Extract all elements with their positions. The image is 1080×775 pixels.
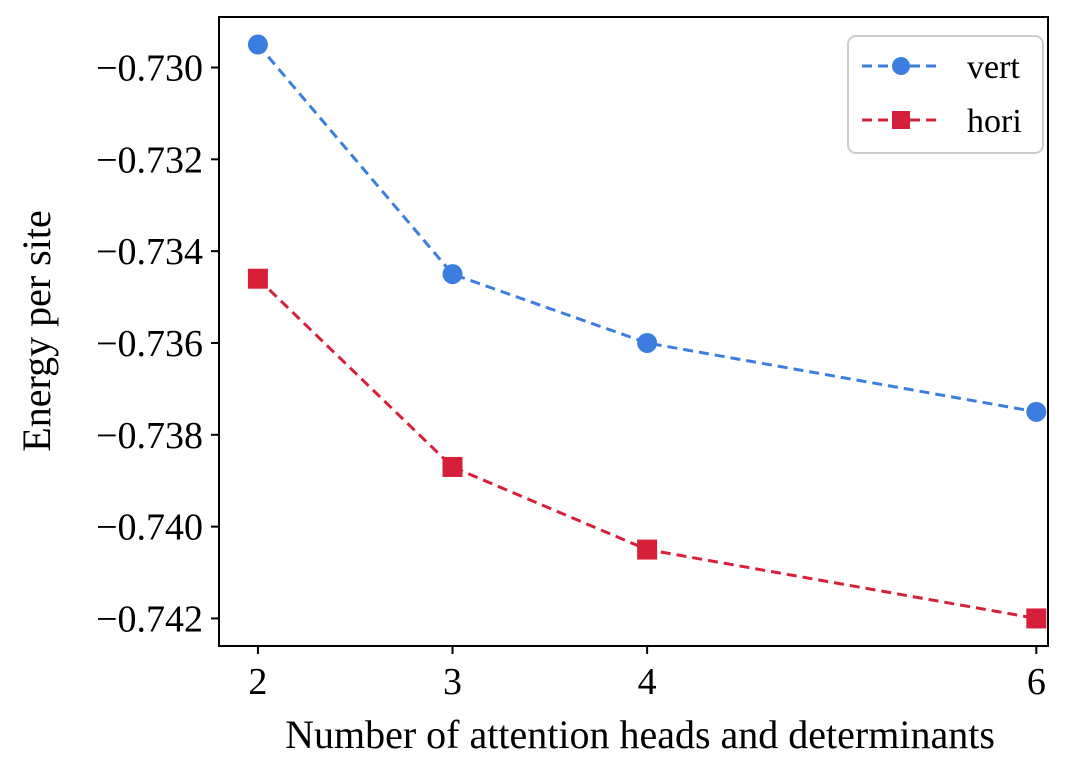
y-axis-label: Energy per site <box>14 210 59 451</box>
y-tick-label: −0.738 <box>96 415 203 457</box>
y-tick-label: −0.736 <box>96 323 203 365</box>
data-point-vert <box>442 264 463 285</box>
x-tick-label: 2 <box>248 661 267 703</box>
legend-hori-marker <box>892 111 910 129</box>
legend-vert-label: vert <box>967 49 1020 86</box>
x-tick-label: 4 <box>638 661 657 703</box>
x-tick-label: 6 <box>1027 661 1046 703</box>
data-point-vert <box>1026 401 1047 422</box>
plot-frame <box>218 16 1049 647</box>
y-tick-label: −0.742 <box>96 598 203 640</box>
data-point-hori <box>442 456 463 477</box>
legend-hori-label: hori <box>967 103 1022 140</box>
y-tick-label: −0.734 <box>96 231 203 273</box>
data-point-hori <box>1026 608 1047 629</box>
y-tick-label: −0.740 <box>96 507 203 549</box>
x-tick-label: 3 <box>443 661 462 703</box>
series-line-vert <box>256 43 1037 414</box>
legend-vert-marker <box>892 57 910 75</box>
series-layer <box>247 34 1047 629</box>
data-point-hori <box>637 539 658 560</box>
x-axis: 2 3 4 6 <box>248 646 1046 703</box>
data-point-vert <box>637 332 658 353</box>
data-point-vert <box>247 34 268 55</box>
data-point-hori <box>247 268 268 289</box>
y-tick-label: −0.732 <box>96 139 203 181</box>
series-line-hori <box>256 277 1037 620</box>
y-axis: −0.730 −0.732 −0.734 −0.736 −0.738 −0.740 −0.7… <box>96 48 219 640</box>
y-tick-label: −0.730 <box>96 48 203 90</box>
legend: vert hori <box>847 35 1044 154</box>
x-axis-label: Number of attention heads and determinan… <box>285 712 995 757</box>
